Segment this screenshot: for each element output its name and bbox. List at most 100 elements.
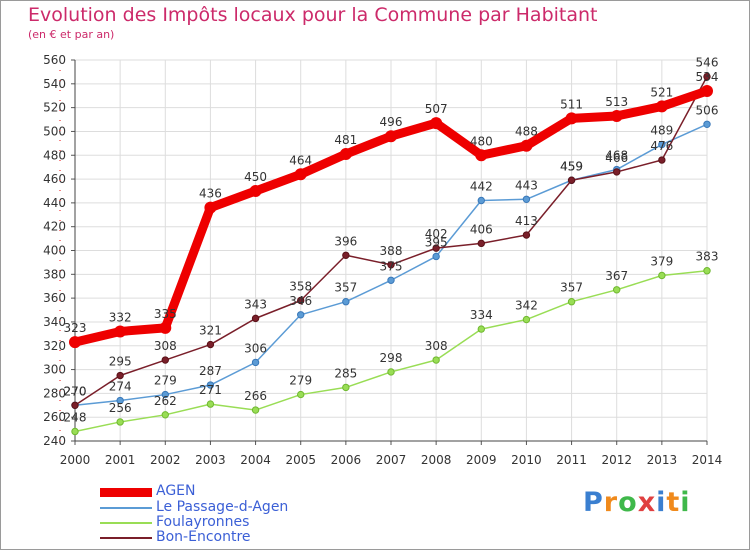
data-label: 279 — [289, 374, 312, 388]
data-label: 476 — [650, 139, 673, 153]
y-tick-label: 240 — [43, 434, 66, 448]
y-tick-label: 460 — [43, 172, 66, 186]
data-point — [206, 340, 215, 349]
data-point — [567, 176, 576, 184]
data-label: 321 — [199, 324, 222, 338]
data-point — [116, 396, 124, 405]
data-point — [206, 400, 215, 408]
data-label: 375 — [380, 259, 403, 273]
data-label: 357 — [334, 281, 357, 295]
logo-letter: i — [656, 487, 667, 518]
data-point — [432, 244, 440, 252]
data-point — [658, 271, 666, 280]
data-point — [116, 418, 124, 426]
y-tick-label: 340 — [43, 315, 66, 329]
logo-letter: t — [666, 487, 681, 518]
data-label: 332 — [109, 310, 132, 324]
data-label: 285 — [334, 366, 357, 380]
y-tick-label: 480 — [43, 148, 66, 162]
data-point — [206, 381, 215, 389]
data-point — [114, 325, 127, 338]
x-tick-label: 2005 — [285, 453, 316, 467]
data-label: 468 — [605, 149, 628, 163]
data-point — [432, 252, 440, 261]
data-label: 270 — [64, 384, 87, 398]
data-point — [161, 356, 169, 364]
data-label: 357 — [560, 281, 583, 295]
legend-label: AGEN — [156, 483, 196, 499]
legend-swatch — [100, 487, 152, 497]
data-point — [703, 267, 711, 275]
legend-label: Foulayronnes — [156, 514, 250, 530]
x-tick-label: 2001 — [105, 453, 136, 467]
y-tick-label: 360 — [43, 291, 66, 305]
data-label: 511 — [560, 97, 583, 111]
data-label: 334 — [470, 308, 493, 322]
data-point — [701, 84, 713, 97]
x-tick-label: 2012 — [601, 453, 632, 467]
data-point — [204, 201, 217, 214]
legend-label: Le Passage-d-Agen — [156, 499, 289, 515]
x-tick-label: 2000 — [60, 453, 91, 467]
data-label: 413 — [515, 214, 538, 228]
series-layer — [69, 72, 713, 436]
data-label: 396 — [334, 234, 357, 248]
data-point — [613, 168, 621, 176]
data-label: 480 — [470, 134, 493, 148]
data-point — [610, 109, 623, 122]
x-tick-label: 2002 — [150, 453, 181, 467]
y-tick-label: 420 — [43, 220, 66, 234]
data-label: 534 — [696, 70, 719, 84]
data-label: 402 — [425, 227, 448, 241]
data-point — [387, 368, 395, 376]
x-tick-label: 2006 — [331, 453, 362, 467]
data-point — [251, 358, 260, 367]
data-point — [342, 297, 350, 306]
data-point — [249, 184, 262, 197]
y-tick-label: 300 — [43, 363, 66, 377]
data-point — [520, 139, 533, 152]
y-tick-label: 440 — [43, 196, 66, 210]
data-point — [161, 411, 169, 419]
data-point — [613, 286, 621, 294]
data-point — [342, 251, 350, 259]
data-label: 323 — [64, 321, 87, 335]
data-label: 459 — [560, 159, 583, 173]
data-point — [116, 371, 124, 380]
data-label: 266 — [244, 389, 267, 403]
data-label: 298 — [380, 351, 403, 365]
y-tick-label: 560 — [43, 53, 66, 67]
proxiti-logo: Proxiti — [583, 487, 691, 518]
data-point — [703, 72, 711, 81]
x-tick-label: 2014 — [692, 453, 723, 467]
data-point — [387, 276, 395, 284]
legend-swatch — [100, 537, 152, 539]
data-point — [71, 427, 79, 436]
y-tick-label: 380 — [43, 267, 66, 281]
data-point — [69, 336, 81, 349]
data-point — [161, 390, 169, 399]
data-label: 262 — [154, 394, 177, 408]
data-label: 450 — [244, 170, 267, 184]
data-label: 335 — [154, 307, 177, 321]
data-point — [477, 196, 485, 205]
y-tick-label: 320 — [43, 339, 66, 353]
data-label: 358 — [289, 280, 312, 294]
data-label: 521 — [650, 85, 673, 99]
data-point — [475, 149, 488, 162]
data-label: 442 — [470, 179, 493, 193]
data-label: 287 — [199, 364, 222, 378]
data-label: 367 — [605, 269, 628, 283]
data-label: 464 — [289, 153, 312, 167]
data-point — [339, 148, 352, 161]
data-point — [297, 390, 305, 399]
logo-letter: P — [583, 487, 604, 518]
data-label-layer: 323 332 335 436 450 464 481 496 507 480 488 511 513 5… — [64, 56, 719, 425]
chart-title: Evolution des Impôts locaux pour la Comm… — [28, 4, 598, 26]
data-label: 395 — [425, 235, 448, 249]
data-label: 279 — [154, 374, 177, 388]
data-label: 308 — [154, 339, 177, 353]
data-label: 343 — [244, 297, 267, 311]
data-point — [658, 156, 666, 164]
